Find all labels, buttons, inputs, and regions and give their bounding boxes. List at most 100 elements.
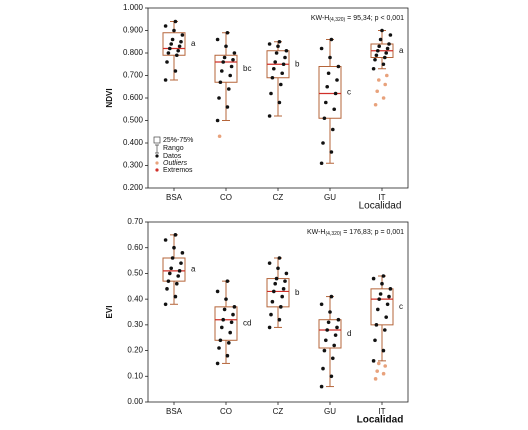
data-point <box>166 279 171 283</box>
data-point <box>373 338 377 343</box>
legend-label: Rango <box>163 145 184 152</box>
data-point <box>222 55 227 60</box>
data-point <box>227 341 231 345</box>
data-point <box>376 307 380 312</box>
data-point <box>331 127 335 132</box>
annotation-rest: = 95,34; p < 0,001 <box>345 15 404 22</box>
data-point <box>179 261 183 265</box>
data-point <box>381 348 386 353</box>
data-point <box>168 46 172 51</box>
data-point <box>329 374 334 379</box>
data-point <box>224 44 228 49</box>
data-point <box>277 100 282 105</box>
data-point <box>269 312 273 317</box>
data-point <box>332 107 337 112</box>
annotation-text: KW-H <box>307 229 326 236</box>
data-point <box>280 294 285 299</box>
box <box>318 319 342 349</box>
y-tick-label: 0.40 <box>127 294 143 303</box>
data-point <box>224 297 228 301</box>
y-tick-label: 0.70 <box>127 217 143 226</box>
legend-label: Outliers <box>163 160 188 167</box>
data-point <box>173 294 178 299</box>
data-point <box>231 57 235 62</box>
data-point <box>232 51 237 55</box>
data-point <box>273 281 278 286</box>
y-tick-label: 0.400 <box>123 138 144 147</box>
data-point <box>163 302 168 307</box>
data-point <box>179 39 183 44</box>
y-tick-label: 0.20 <box>127 346 143 355</box>
group-letter: cd <box>243 319 251 328</box>
data-point <box>387 294 391 299</box>
data-point <box>377 44 382 49</box>
legend-range <box>155 144 159 154</box>
group-letter: c <box>399 302 403 311</box>
annotation-sub: (4,320) <box>325 231 341 237</box>
data-point <box>163 24 168 28</box>
data-point <box>277 317 282 322</box>
x-axis-label: Localidad <box>359 201 402 212</box>
outlier-point <box>373 102 378 107</box>
y-tick-label: 0.300 <box>123 161 144 170</box>
data-point <box>272 66 276 71</box>
data-point <box>173 233 178 237</box>
data-point <box>283 55 287 60</box>
data-point <box>173 19 178 24</box>
x-tick-label: GU <box>324 193 336 202</box>
data-point <box>165 287 169 291</box>
data-point <box>270 75 275 80</box>
data-point <box>281 62 286 67</box>
group-letter: bc <box>243 64 251 73</box>
group-letter: a <box>191 39 196 48</box>
data-point <box>277 39 282 44</box>
x-tick-label: IT <box>378 407 385 416</box>
data-point <box>267 42 272 46</box>
data-point <box>281 287 286 291</box>
data-point <box>335 325 339 330</box>
x-tick-label: GU <box>324 407 336 416</box>
x-tick-label: CO <box>220 193 232 202</box>
data-point <box>326 320 331 325</box>
data-point <box>319 302 324 307</box>
data-point <box>180 251 185 255</box>
data-point <box>172 245 176 250</box>
y-tick-label: 0.500 <box>123 116 144 125</box>
x-tick-label: CZ <box>273 407 284 416</box>
legend-box <box>153 136 161 144</box>
outlier-point <box>377 78 381 82</box>
y-axis-label: NDVI <box>105 88 114 107</box>
data-point <box>329 37 334 42</box>
data-point <box>328 310 332 314</box>
data-point <box>221 317 225 322</box>
outlier-point <box>383 82 388 87</box>
data-point <box>284 271 289 276</box>
data-point <box>217 96 221 100</box>
data-point <box>169 42 173 46</box>
data-point <box>175 281 179 286</box>
data-point <box>176 48 180 53</box>
data-point <box>319 384 324 389</box>
outlier-point <box>381 96 386 100</box>
box <box>266 278 290 308</box>
data-point <box>218 80 223 85</box>
data-point <box>381 62 386 67</box>
data-point <box>177 269 182 273</box>
data-point <box>388 287 393 291</box>
data-point <box>269 91 273 96</box>
annotation-text: KW-H <box>311 15 330 22</box>
data-point <box>165 60 169 64</box>
outlier-point <box>373 377 378 381</box>
data-point <box>215 289 220 294</box>
data-point <box>279 82 283 87</box>
data-point <box>225 30 230 35</box>
outlier-point <box>383 364 388 368</box>
data-point <box>322 116 327 121</box>
outlier-point <box>375 89 380 94</box>
outlier-point <box>375 369 380 373</box>
data-point <box>374 53 379 58</box>
y-tick-label: 0.60 <box>127 243 143 252</box>
data-point <box>270 299 275 304</box>
x-tick-label: CO <box>220 407 232 416</box>
box <box>370 288 394 326</box>
